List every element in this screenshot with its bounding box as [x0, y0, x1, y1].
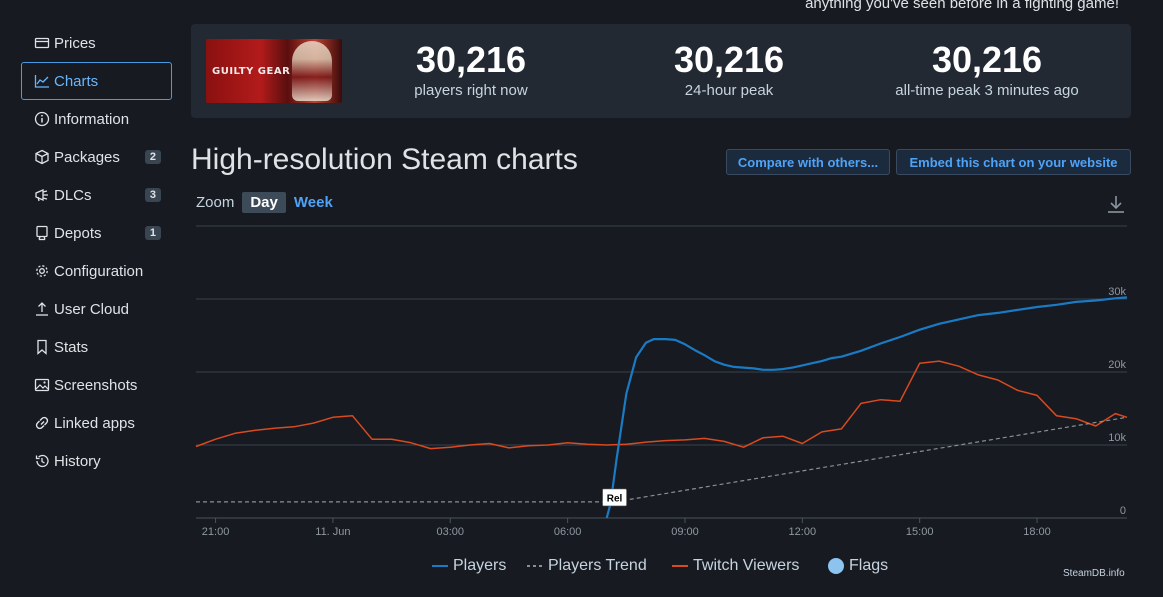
y-tick-label: 20k: [1108, 359, 1126, 371]
sidebar-item-label: Stats: [54, 338, 89, 356]
sidebar-item-depots[interactable]: Depots 1: [21, 214, 172, 252]
legend-label: Flags: [849, 557, 889, 574]
x-tick-label: 09:00: [671, 526, 699, 538]
depot-icon: [34, 225, 50, 241]
players-series-line: [605, 296, 1128, 519]
sidebar-item-dlcs[interactable]: DLCs 3: [21, 176, 172, 214]
upload-icon: [34, 301, 50, 317]
x-tick-label: 15:00: [906, 526, 934, 538]
sidebar-item-label: Depots: [54, 224, 102, 242]
link-icon: [34, 415, 50, 431]
count-badge: 3: [144, 188, 161, 202]
x-tick-label: 12:00: [789, 526, 817, 538]
zoom-controls: Zoom Day Week: [196, 192, 341, 213]
sidebar-item-label: Charts: [54, 72, 99, 90]
stat-24h-peak: 30,216 24-hour peak: [619, 39, 839, 100]
game-art-figure: [292, 41, 332, 101]
y-tick-label: 10k: [1108, 432, 1126, 444]
x-tick-label: 11. Jun: [315, 526, 350, 538]
page-title: High-resolution Steam charts: [191, 143, 578, 176]
twitch-viewers-series-line: [195, 360, 1128, 450]
x-tick-label: 06:00: [554, 526, 582, 538]
zoom-week-button[interactable]: Week: [293, 194, 333, 211]
x-tick-label: 03:00: [436, 526, 464, 538]
sidebar-item-screenshots[interactable]: Screenshots: [21, 366, 172, 404]
zoom-day-button[interactable]: Day: [242, 192, 286, 213]
y-tick-label: 30k: [1108, 286, 1126, 298]
y-tick-label: 0: [1120, 505, 1126, 517]
sidebar-item-packages[interactable]: Packages 2: [21, 138, 172, 176]
stat-value: 30,216: [415, 39, 527, 80]
sidebar-item-information[interactable]: Information: [21, 100, 172, 138]
stat-label: all-time peak 3 minutes ago: [895, 82, 1079, 99]
legend-label: Twitch Viewers: [693, 557, 800, 574]
game-header-image[interactable]: GUILTY GEAR: [206, 39, 342, 103]
steamdb-credit: SteamDB.info: [1063, 568, 1125, 579]
sidebar-item-linked-apps[interactable]: Linked apps: [21, 404, 172, 442]
stat-current-players: 30,216 players right now: [361, 39, 581, 100]
sidebar-item-label: Prices: [54, 34, 96, 52]
release-flag[interactable]: [602, 488, 627, 507]
legend-dashed-line-icon: [527, 565, 543, 567]
charts-icon: [34, 73, 50, 89]
stat-value: 30,216: [931, 39, 1043, 80]
game-logo: GUILTY GEAR: [212, 66, 291, 77]
gear-icon: [34, 263, 50, 279]
legend-line-icon: [672, 565, 688, 567]
legend-item-flags[interactable]: Flags: [828, 557, 888, 575]
count-badge: 1: [144, 226, 161, 240]
sidebar-item-prices[interactable]: Prices: [21, 24, 172, 62]
sidebar-item-label: Information: [54, 110, 130, 128]
info-icon: [34, 111, 50, 127]
dlc-icon: [34, 187, 50, 203]
sidebar-item-label: History: [54, 452, 101, 470]
image-icon: [34, 377, 50, 393]
prices-icon: [34, 35, 50, 51]
legend-item-twitch-viewers[interactable]: Twitch Viewers: [672, 557, 799, 575]
legend-item-players[interactable]: Players: [432, 557, 506, 575]
page-tagline: anything you've seen before in a fightin…: [805, 0, 1119, 12]
legend-label: Players: [453, 557, 507, 574]
sidebar-item-label: User Cloud: [54, 300, 130, 318]
compare-button[interactable]: Compare with others...: [726, 149, 890, 175]
sidebar-item-charts[interactable]: Charts: [21, 62, 172, 100]
package-icon: [34, 149, 50, 165]
sidebar-item-label: DLCs: [54, 186, 92, 204]
bookmark-icon: [34, 339, 50, 355]
sidebar-item-label: Linked apps: [54, 414, 135, 432]
sidebar-item-label: Screenshots: [54, 376, 138, 394]
stat-label: players right now: [414, 82, 528, 99]
flag-dot-icon: [828, 558, 844, 574]
sidebar-item-history[interactable]: History: [21, 442, 172, 480]
count-badge: 2: [144, 150, 161, 164]
player-stats-panel: GUILTY GEAR 30,216 players right now 30,…: [191, 24, 1131, 118]
players-trend-series-line: [196, 416, 1128, 503]
chart-legend: Players Players Trend Twitch Viewers Fla…: [0, 557, 1163, 579]
zoom-label: Zoom: [196, 194, 235, 211]
sidebar-item-user-cloud[interactable]: User Cloud: [21, 290, 172, 328]
stat-label: 24-hour peak: [684, 82, 774, 99]
stat-alltime-peak: 30,216 all-time peak 3 minutes ago: [877, 39, 1097, 100]
stat-value: 30,216: [673, 39, 785, 80]
sidebar-nav: Prices Charts Information Packages 2 DLC…: [21, 24, 172, 480]
history-icon: [34, 453, 50, 469]
download-icon[interactable]: [1105, 193, 1127, 215]
embed-chart-button[interactable]: Embed this chart on your website: [896, 149, 1131, 175]
sidebar-item-label: Packages: [54, 148, 120, 166]
x-tick-label: 21:00: [202, 526, 230, 538]
legend-label: Players Trend: [548, 557, 647, 574]
x-tick-label: 18:00: [1023, 526, 1051, 538]
sidebar-item-configuration[interactable]: Configuration: [21, 252, 172, 290]
legend-line-icon: [432, 565, 448, 567]
legend-item-players-trend[interactable]: Players Trend: [527, 557, 647, 575]
sidebar-item-stats[interactable]: Stats: [21, 328, 172, 366]
sidebar-item-label: Configuration: [54, 262, 144, 280]
